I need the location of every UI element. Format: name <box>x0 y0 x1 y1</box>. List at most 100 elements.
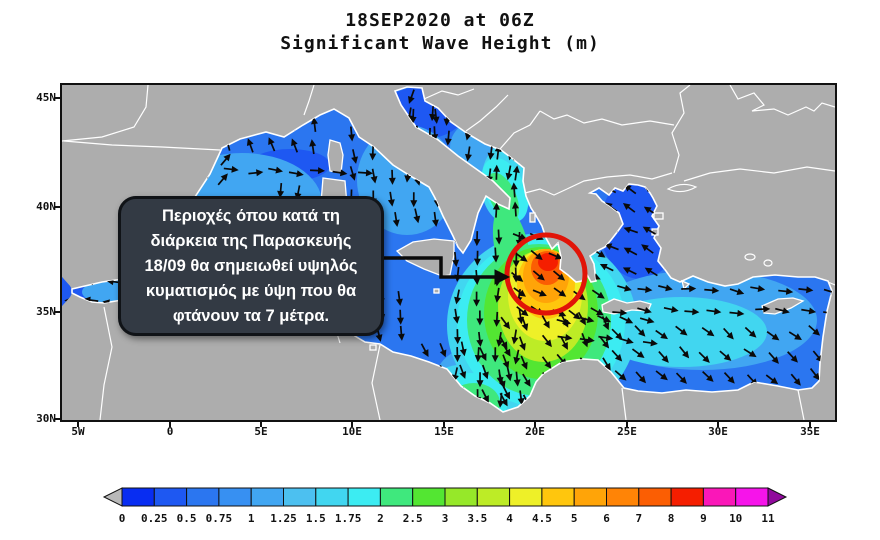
annotation-pointer-arrow <box>378 256 511 285</box>
wave-arrow <box>778 287 794 295</box>
wave-arrow <box>765 374 779 385</box>
wave-arrow <box>521 316 529 331</box>
lat-tick-label: 45N <box>36 91 56 104</box>
colorbar-tick-label: 1 <box>248 512 255 525</box>
wave-arrow <box>516 306 529 317</box>
wave-arrow <box>623 226 639 234</box>
lon-tick-mark <box>443 420 445 427</box>
wave-arrow <box>612 309 628 317</box>
colorbar-cell <box>250 487 284 507</box>
wave-arrow <box>493 311 501 327</box>
colorbar-cell <box>509 487 543 507</box>
wave-arrow <box>642 226 657 235</box>
lon-tick-mark <box>351 420 353 427</box>
wave-arrow <box>755 305 771 313</box>
wave-arrow <box>429 106 437 122</box>
wave-arrow <box>348 126 356 142</box>
country-borders <box>62 85 835 420</box>
wave-arrow <box>500 316 511 330</box>
wave-arrow <box>494 287 502 303</box>
lat-tick-label: 35N <box>36 305 56 318</box>
wave-arrow <box>809 368 820 381</box>
wave-arrow <box>701 326 715 337</box>
colorbar-cell <box>153 487 188 507</box>
wave-arrow <box>590 307 604 316</box>
colorbar-tick-label: 1.25 <box>270 512 297 525</box>
wave-arrow <box>788 331 802 340</box>
wave-arrow <box>349 166 357 181</box>
wave-arrow <box>505 165 513 181</box>
mediterranean-wave-map <box>62 85 835 420</box>
highlight-circle <box>504 232 588 316</box>
wave-arrow <box>459 364 467 379</box>
wave-arrow <box>452 251 460 267</box>
wave-arrow <box>768 352 779 364</box>
wave-arrow <box>706 307 722 315</box>
wave-arrow <box>801 307 817 315</box>
map-title-variable: Significant Wave Height (m) <box>280 33 600 54</box>
wave-arrow <box>617 284 632 292</box>
colorbar-cell <box>476 487 511 507</box>
wave-arrow <box>370 168 378 184</box>
wave-arrow <box>476 310 484 326</box>
wave-arrow <box>655 370 668 381</box>
lon-tick-label: 5E <box>254 425 268 438</box>
wave-arrow <box>369 145 377 161</box>
wave-arrow <box>579 316 595 323</box>
wave-arrow <box>532 289 547 297</box>
map-title-date: 18SEP2020 at 06Z <box>345 10 535 31</box>
colorbar-left-arrow <box>102 487 123 507</box>
wave-arrow <box>473 231 481 247</box>
wave-arrow <box>510 182 518 198</box>
lon-tick-label: 20E <box>525 425 545 438</box>
wave-arrow <box>597 314 612 323</box>
wave-arrow <box>790 373 801 386</box>
wave-arrow <box>492 247 500 263</box>
wave-arrow <box>465 146 472 162</box>
colorbar-cell <box>573 487 608 507</box>
colorbar-cell <box>315 487 349 507</box>
wave-arrow <box>277 183 285 199</box>
colorbar-tick-label: 11 <box>761 512 775 525</box>
annotation-box: Περιοχές όπου κατά τη διάρκεια της Παρασ… <box>118 196 384 336</box>
lat-tick-label: 40N <box>36 200 56 213</box>
wave-arrow <box>750 285 766 292</box>
wave-arrow <box>454 289 462 305</box>
wave-arrow <box>439 343 447 358</box>
colorbar-tick-label: 4.5 <box>532 512 552 525</box>
wave-arrow <box>476 331 484 347</box>
wave-arrow <box>459 341 467 357</box>
colorbar-tick-label: 4 <box>506 512 513 525</box>
wave-arrow <box>568 309 581 320</box>
wave-arrow <box>622 203 636 213</box>
wave-arrow <box>611 349 623 362</box>
wave-arrow <box>641 244 654 254</box>
wave-arrow <box>432 108 440 124</box>
wave-arrow <box>557 334 573 342</box>
wave-arrow <box>493 164 501 180</box>
wave-arrow <box>388 169 396 185</box>
wave-arrow <box>823 288 832 296</box>
colorbar-cell <box>283 487 317 507</box>
colorbar-tick-label: 6 <box>603 512 610 525</box>
wave-arrow <box>599 263 614 272</box>
wave-arrow <box>729 288 745 295</box>
wave-arrow <box>513 371 521 387</box>
lon-tick-label: 0 <box>166 425 174 438</box>
wave-arrow <box>623 247 638 256</box>
wave-arrow <box>723 327 734 340</box>
wave-arrow <box>591 289 605 299</box>
colorbar-tick-label: 10 <box>729 512 742 525</box>
wave-arrow <box>491 347 499 363</box>
wave-arrow <box>476 372 484 388</box>
wave-arrow <box>637 307 652 314</box>
wave-arrow <box>396 309 404 325</box>
wave-arrow <box>658 284 673 292</box>
wave-arrow <box>309 139 317 155</box>
colorbar-tick-label: 8 <box>668 512 675 525</box>
wave-arrow <box>579 336 595 344</box>
colorbar-tick-label: 2.5 <box>403 512 423 525</box>
wave-arrow <box>420 343 429 358</box>
lat-tick-mark <box>54 97 61 99</box>
wave-arrow <box>698 351 710 363</box>
